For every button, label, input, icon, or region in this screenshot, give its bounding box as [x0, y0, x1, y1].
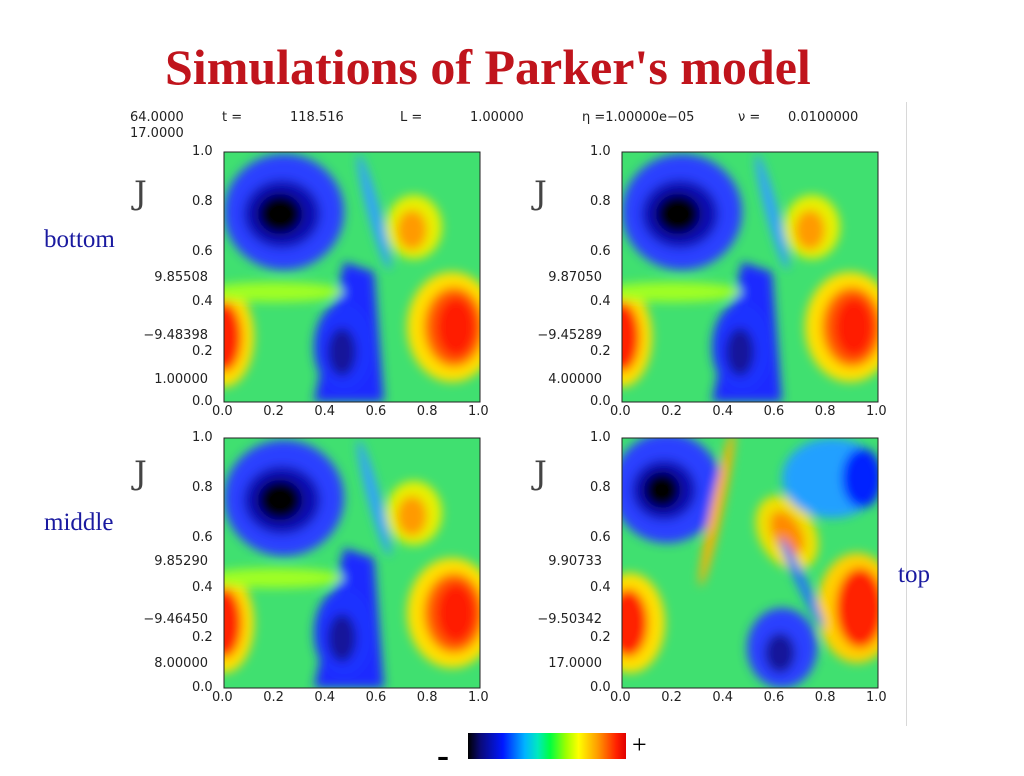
xtick-p3-2: 0.4	[314, 690, 336, 705]
xtick-p3-4: 0.8	[416, 690, 438, 705]
xtick-p3-5: 1.0	[468, 690, 489, 705]
param-z-p4: 17.0000	[548, 656, 602, 671]
param-max-p3: 9.85290	[154, 554, 208, 569]
param-z-p1: 1.00000	[154, 372, 208, 387]
side-label-bottom: bottom	[44, 226, 115, 253]
xtick-p3-3: 0.6	[365, 690, 387, 705]
xtick-p4-2: 0.4	[712, 690, 734, 705]
xtick-p2-4: 0.8	[814, 404, 836, 419]
xtick-p4-1: 0.2	[661, 690, 682, 705]
header-nu-label: ν =	[738, 110, 761, 125]
xtick-p1-5: 1.0	[468, 404, 489, 419]
ytick-p2-1: 0.2	[590, 344, 611, 359]
xtick-p1-4: 0.8	[416, 404, 438, 419]
xtick-p1-0: 0.0	[212, 404, 233, 419]
xtick-p4-5: 1.0	[866, 690, 887, 705]
colorbar	[468, 733, 626, 759]
colorbar-minus-label: -	[437, 735, 449, 775]
quantity-symbol-p2: J	[534, 174, 547, 212]
xtick-p2-2: 0.4	[712, 404, 734, 419]
xtick-p2-1: 0.2	[661, 404, 682, 419]
xtick-p1-2: 0.4	[314, 404, 336, 419]
param-min-p4: −9.50342	[537, 612, 602, 627]
param-max-p4: 9.90733	[548, 554, 602, 569]
param-min-p3: −9.46450	[143, 612, 208, 627]
quantity-symbol-p1: J	[134, 174, 147, 212]
header-nu-value: 0.0100000	[788, 110, 859, 125]
header-col1-line1: 64.0000	[130, 110, 184, 125]
ytick-p2-4: 0.8	[590, 194, 611, 209]
xtick-p2-5: 1.0	[866, 404, 887, 419]
ytick-p3-2: 0.4	[192, 580, 213, 595]
header-L-value: 1.00000	[470, 110, 524, 125]
ytick-p4-0: 0.0	[590, 680, 611, 695]
param-z-p2: 4.00000	[548, 372, 602, 387]
quantity-symbol-p4: J	[534, 454, 547, 492]
ytick-p4-2: 0.4	[590, 580, 611, 595]
panels-svg	[223, 151, 879, 689]
ytick-p3-1: 0.2	[192, 630, 213, 645]
ytick-p1-3: 0.6	[192, 244, 213, 259]
side-label-top: top	[898, 561, 930, 588]
xtick-p1-3: 0.6	[365, 404, 387, 419]
xtick-p3-1: 0.2	[263, 690, 284, 705]
quantity-symbol-p3: J	[134, 454, 147, 492]
ytick-p1-1: 0.2	[192, 344, 213, 359]
ytick-p3-5: 1.0	[192, 430, 213, 445]
ytick-p4-4: 0.8	[590, 480, 611, 495]
slide-title: Simulations of Parker's model	[165, 39, 811, 95]
param-max-p2: 9.87050	[548, 270, 602, 285]
ytick-p1-2: 0.4	[192, 294, 213, 309]
panel-p4-image	[621, 437, 879, 689]
ytick-p4-3: 0.6	[590, 530, 611, 545]
param-min-p1: −9.48398	[143, 328, 208, 343]
ytick-p4-1: 0.2	[590, 630, 611, 645]
xtick-p4-0: 0.0	[610, 690, 631, 705]
ytick-p1-4: 0.8	[192, 194, 213, 209]
ytick-p1-5: 1.0	[192, 144, 213, 159]
xtick-p4-4: 0.8	[814, 690, 836, 705]
param-max-p1: 9.85508	[154, 270, 208, 285]
colorbar-plus-label: +	[632, 730, 647, 759]
panel-p1-image	[223, 151, 481, 403]
param-min-p2: −9.45289	[537, 328, 602, 343]
ytick-p2-0: 0.0	[590, 394, 611, 409]
simulation-figure: 64.0000 17.0000 t = 118.516 L = 1.00000 …	[110, 102, 907, 726]
ytick-p1-0: 0.0	[192, 394, 213, 409]
ytick-p2-2: 0.4	[590, 294, 611, 309]
header-eta: η =1.00000e−05	[582, 110, 695, 125]
header-t-label: t =	[222, 110, 243, 125]
ytick-p3-0: 0.0	[192, 680, 213, 695]
xtick-p2-0: 0.0	[610, 404, 631, 419]
ytick-p3-3: 0.6	[192, 530, 213, 545]
header-t-value: 118.516	[290, 110, 344, 125]
xtick-p4-3: 0.6	[763, 690, 785, 705]
side-label-middle: middle	[44, 509, 114, 536]
panel-p3-image	[223, 437, 481, 689]
header-col1-line2: 17.0000	[130, 126, 184, 141]
xtick-p3-0: 0.0	[212, 690, 233, 705]
header-L-label: L =	[400, 110, 423, 125]
xtick-p1-1: 0.2	[263, 404, 284, 419]
panel-p2-image	[621, 151, 879, 403]
xtick-p2-3: 0.6	[763, 404, 785, 419]
ytick-p3-4: 0.8	[192, 480, 213, 495]
ytick-p2-3: 0.6	[590, 244, 611, 259]
ytick-p4-5: 1.0	[590, 430, 611, 445]
ytick-p2-5: 1.0	[590, 144, 611, 159]
param-z-p3: 8.00000	[154, 656, 208, 671]
